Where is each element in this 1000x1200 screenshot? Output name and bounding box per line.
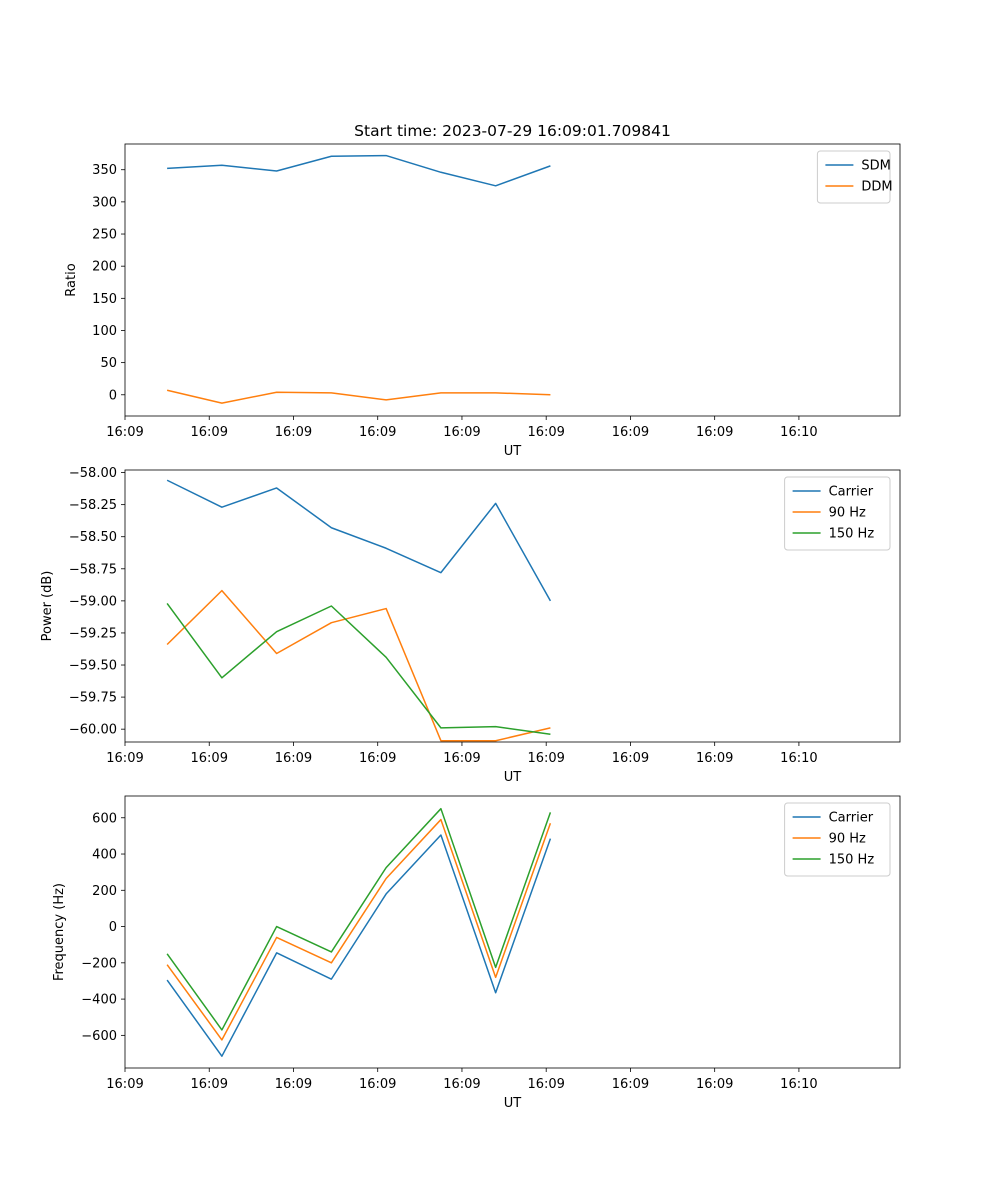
- x-tick-label: 16:09: [696, 751, 733, 766]
- subplot-1: 16:09 16:09 16:09 16:09 16:09 16:09 16:09 16:09…: [64, 122, 901, 459]
- x-tick-label: 16:09: [443, 751, 480, 766]
- x-tick-label: 16:09: [696, 1077, 733, 1092]
- x-axis-label: UT: [504, 444, 522, 459]
- x-tick-label: 16:09: [191, 425, 228, 440]
- y-tick-label: 150: [92, 292, 117, 307]
- y-tick-label: −59.00: [69, 594, 117, 609]
- x-tick-label: 16:09: [612, 751, 649, 766]
- chart-title: Start time: 2023-07-29 16:09:01.709841: [354, 122, 671, 140]
- x-tick-label: 16:10: [780, 751, 817, 766]
- legend-label-90-hz: 90 Hz: [829, 832, 866, 847]
- x-tick-label: 16:09: [443, 425, 480, 440]
- series-line-sdm: [167, 154, 551, 187]
- y-tick-label: −58.50: [69, 530, 117, 545]
- y-axis-label: Ratio: [64, 263, 79, 296]
- x-tick-label: 16:09: [527, 425, 564, 440]
- x-tick-label: 16:09: [359, 751, 396, 766]
- legend-box: [784, 802, 891, 877]
- y-tick-label: −58.75: [69, 562, 117, 577]
- x-tick-label: 16:09: [359, 1077, 396, 1092]
- legend-label-150-hz: 150 Hz: [829, 527, 875, 542]
- series-line-90-hz: [166, 818, 552, 1041]
- y-tick-label: 200: [92, 260, 117, 275]
- x-tick-label: 16:09: [527, 751, 564, 766]
- y-tick-label: −58.00: [69, 466, 117, 481]
- x-tick-label: 16:09: [275, 425, 312, 440]
- x-tick-label: 16:09: [443, 1077, 480, 1092]
- x-tick-label: 16:09: [612, 1077, 649, 1092]
- y-tick-label: 50: [100, 356, 117, 371]
- x-tick-label: 16:09: [696, 425, 733, 440]
- y-tick-label: 250: [92, 228, 117, 243]
- y-tick-label: 300: [92, 195, 117, 210]
- x-axis-label: UT: [504, 1096, 522, 1111]
- y-tick-label: 600: [92, 811, 117, 826]
- y-axis-label: Frequency (Hz): [52, 883, 67, 981]
- axes-frame: [124, 469, 901, 743]
- legend-label-carrier: Carrier: [829, 811, 874, 826]
- legend-box: [816, 150, 891, 204]
- subplot-2: 16:09 16:09 16:09 16:09 16:09 16:09 16:09 16:09…: [40, 466, 901, 785]
- series-line-ddm: [166, 389, 551, 404]
- y-tick-label: 400: [92, 848, 117, 863]
- y-tick-label: −59.25: [69, 626, 117, 641]
- y-tick-label: −59.50: [69, 659, 117, 674]
- x-tick-label: 16:09: [275, 1077, 312, 1092]
- y-tick-label: 0: [109, 920, 117, 935]
- x-tick-label: 16:09: [359, 425, 396, 440]
- x-tick-label: 16:10: [780, 1077, 817, 1092]
- y-tick-label: −59.75: [69, 691, 117, 706]
- y-tick-label: −600: [81, 1029, 117, 1044]
- legend-label-carrier: Carrier: [829, 485, 874, 500]
- y-tick-label: 350: [92, 163, 117, 178]
- y-tick-label: 0: [109, 388, 117, 403]
- x-tick-label: 16:09: [106, 425, 143, 440]
- axes-frame: [124, 143, 901, 417]
- series-line-carrier: [166, 834, 552, 1057]
- series-line-90-hz: [166, 589, 551, 742]
- series-line-150-hz: [166, 807, 552, 1031]
- subplot-3: 16:09 16:09 16:09 16:09 16:09 16:09 16:09 16:09…: [52, 795, 901, 1111]
- y-tick-label: −200: [81, 956, 117, 971]
- legend-label-sdm: SDM: [861, 159, 890, 174]
- y-tick-label: −60.00: [69, 723, 117, 738]
- series-line-150-hz: [166, 602, 551, 736]
- x-tick-label: 16:09: [106, 1077, 143, 1092]
- x-tick-label: 16:09: [106, 751, 143, 766]
- y-tick-label: 100: [92, 324, 117, 339]
- x-tick-label: 16:10: [780, 425, 817, 440]
- y-axis-label: Power (dB): [40, 571, 55, 642]
- series-line-carrier: [166, 479, 552, 602]
- y-tick-label: −58.25: [69, 498, 117, 513]
- legend-label-150-hz: 150 Hz: [829, 853, 875, 868]
- x-tick-label: 16:09: [191, 751, 228, 766]
- x-tick-label: 16:09: [275, 751, 312, 766]
- x-axis-label: UT: [504, 770, 522, 785]
- legend: SDM DDM: [816, 150, 893, 204]
- legend-label-90-hz: 90 Hz: [829, 506, 866, 521]
- y-tick-label: −400: [81, 993, 117, 1008]
- x-tick-label: 16:09: [527, 1077, 564, 1092]
- legend-label-ddm: DDM: [861, 180, 892, 195]
- legend: Carrier 90 Hz 150 Hz: [784, 802, 891, 877]
- y-tick-label: 200: [92, 884, 117, 899]
- x-tick-label: 16:09: [191, 1077, 228, 1092]
- legend-box: [784, 476, 891, 551]
- axes-frame: [124, 795, 901, 1069]
- x-tick-label: 16:09: [612, 425, 649, 440]
- legend: Carrier 90 Hz 150 Hz: [784, 476, 891, 551]
